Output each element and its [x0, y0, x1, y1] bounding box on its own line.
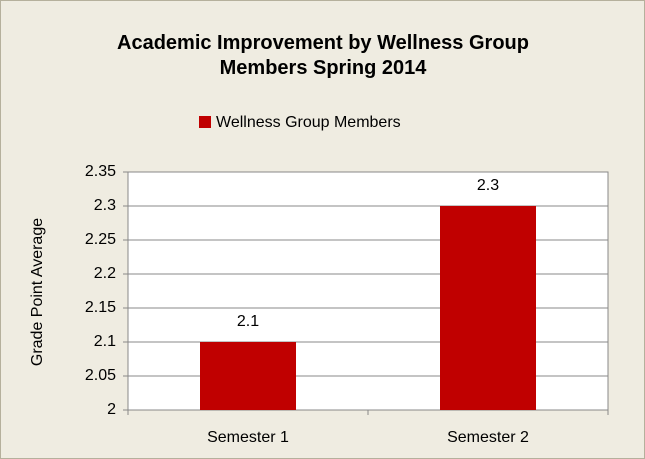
y-tick-label: 2.05	[85, 367, 116, 384]
x-tick-label: Semester 2	[447, 429, 529, 446]
y-tick-label: 2.3	[94, 197, 116, 214]
bar	[440, 206, 536, 410]
y-tick-label: 2.25	[85, 231, 116, 248]
data-label: 2.1	[237, 313, 259, 330]
x-tick-label: Semester 1	[207, 429, 289, 446]
y-tick-label: 2.1	[94, 333, 116, 350]
legend-label: Wellness Group Members	[216, 114, 401, 131]
y-tick-label: 2.35	[85, 163, 116, 180]
y-tick-label: 2.15	[85, 299, 116, 316]
y-axis-label: Grade Point Average	[29, 218, 46, 366]
bar	[200, 342, 296, 410]
y-tick-label: 2.2	[94, 265, 116, 282]
chart-title: Academic Improvement by Wellness Group M…	[117, 32, 529, 79]
legend-swatch	[199, 116, 211, 128]
y-tick-label: 2	[107, 401, 116, 418]
data-label: 2.3	[477, 177, 499, 194]
